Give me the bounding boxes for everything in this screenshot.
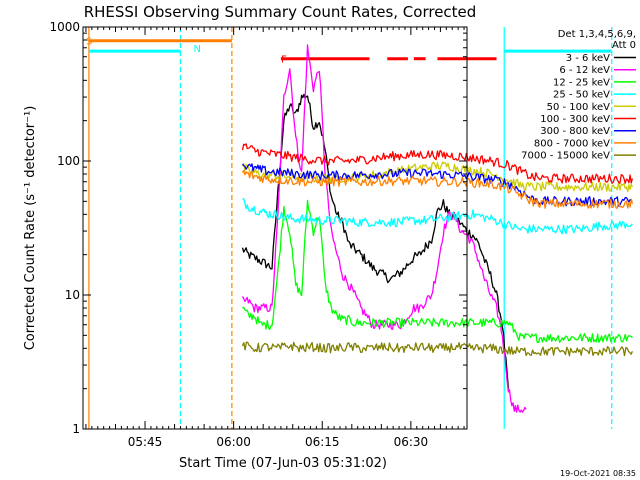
series-line-8 <box>241 341 633 357</box>
legend-header-line: Att 0 <box>612 40 636 51</box>
series-line-1 <box>241 44 527 413</box>
series-line-2 <box>242 199 633 344</box>
legend-entry-label: 300 - 800 keV <box>540 126 610 137</box>
series-line-7 <box>241 169 634 209</box>
flag-letter-s: S <box>86 37 92 48</box>
chart-title: RHESSI Observing Summary Count Rates, Co… <box>84 3 477 21</box>
flag-letter-f: F <box>281 55 287 66</box>
x-tick-label: 06:30 <box>394 435 429 449</box>
legend-entry-label: 12 - 25 keV <box>553 77 610 88</box>
series-line-6 <box>241 163 633 207</box>
legend-entry-label: 800 - 7000 keV <box>534 138 610 149</box>
observing-flag-overlays: S N F <box>86 27 613 429</box>
series-layer <box>241 44 634 413</box>
x-tick-label: 05:45 <box>128 435 163 449</box>
x-tick-label: 06:15 <box>305 435 340 449</box>
x-tick-label: 06:00 <box>216 435 251 449</box>
flag-letter-n: N <box>194 44 201 55</box>
legend-entry-label: 100 - 300 keV <box>540 114 610 125</box>
legend-entry-label: 25 - 50 keV <box>553 90 610 101</box>
series-line-5 <box>241 143 634 184</box>
legend-header-line: Det 1,3,4,5,6,9, <box>558 29 636 40</box>
axis-layer: 1 10 100 1000 05:45 06:00 06:15 06:30 <box>49 20 467 449</box>
series-line-3 <box>242 198 633 235</box>
legend-entry-label: 6 - 12 keV <box>559 65 610 76</box>
x-axis-label: Start Time (07-Jun-03 05:31:02) <box>179 456 387 471</box>
legend-entry-label: 50 - 100 keV <box>547 102 611 113</box>
legend-entry-label: 7000 - 15000 keV <box>521 151 610 162</box>
y-tick-label: 1 <box>72 422 80 436</box>
y-tick-label: 10 <box>65 288 80 302</box>
y-axis-label: Corrected Count Rate (s⁻¹ detector⁻¹) <box>23 106 38 351</box>
legend-entry-label: 3 - 6 keV <box>566 53 610 64</box>
generation-date-stamp: 19-Oct-2021 08:35 <box>560 469 636 478</box>
y-tick-label: 1000 <box>49 20 80 34</box>
series-line-0 <box>241 93 510 389</box>
series-line-4 <box>241 161 633 193</box>
y-tick-label: 100 <box>57 154 80 168</box>
